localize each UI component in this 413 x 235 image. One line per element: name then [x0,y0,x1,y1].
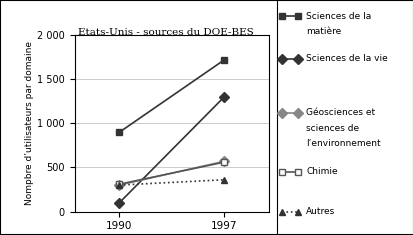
Text: Autres: Autres [306,207,335,216]
Text: Géosciences et: Géosciences et [306,108,375,117]
Text: sciences de: sciences de [306,124,358,133]
Text: Sciences de la: Sciences de la [306,12,371,21]
Text: Etats-Unis - sources du DOE-BES: Etats-Unis - sources du DOE-BES [78,28,253,37]
Text: matière: matière [306,27,341,36]
Text: l’environnement: l’environnement [306,139,380,148]
Text: Sciences de la vie: Sciences de la vie [306,54,387,63]
Text: Chimie: Chimie [306,167,337,176]
Y-axis label: Nompbre d’utilisateurs par domaine: Nompbre d’utilisateurs par domaine [25,41,34,205]
